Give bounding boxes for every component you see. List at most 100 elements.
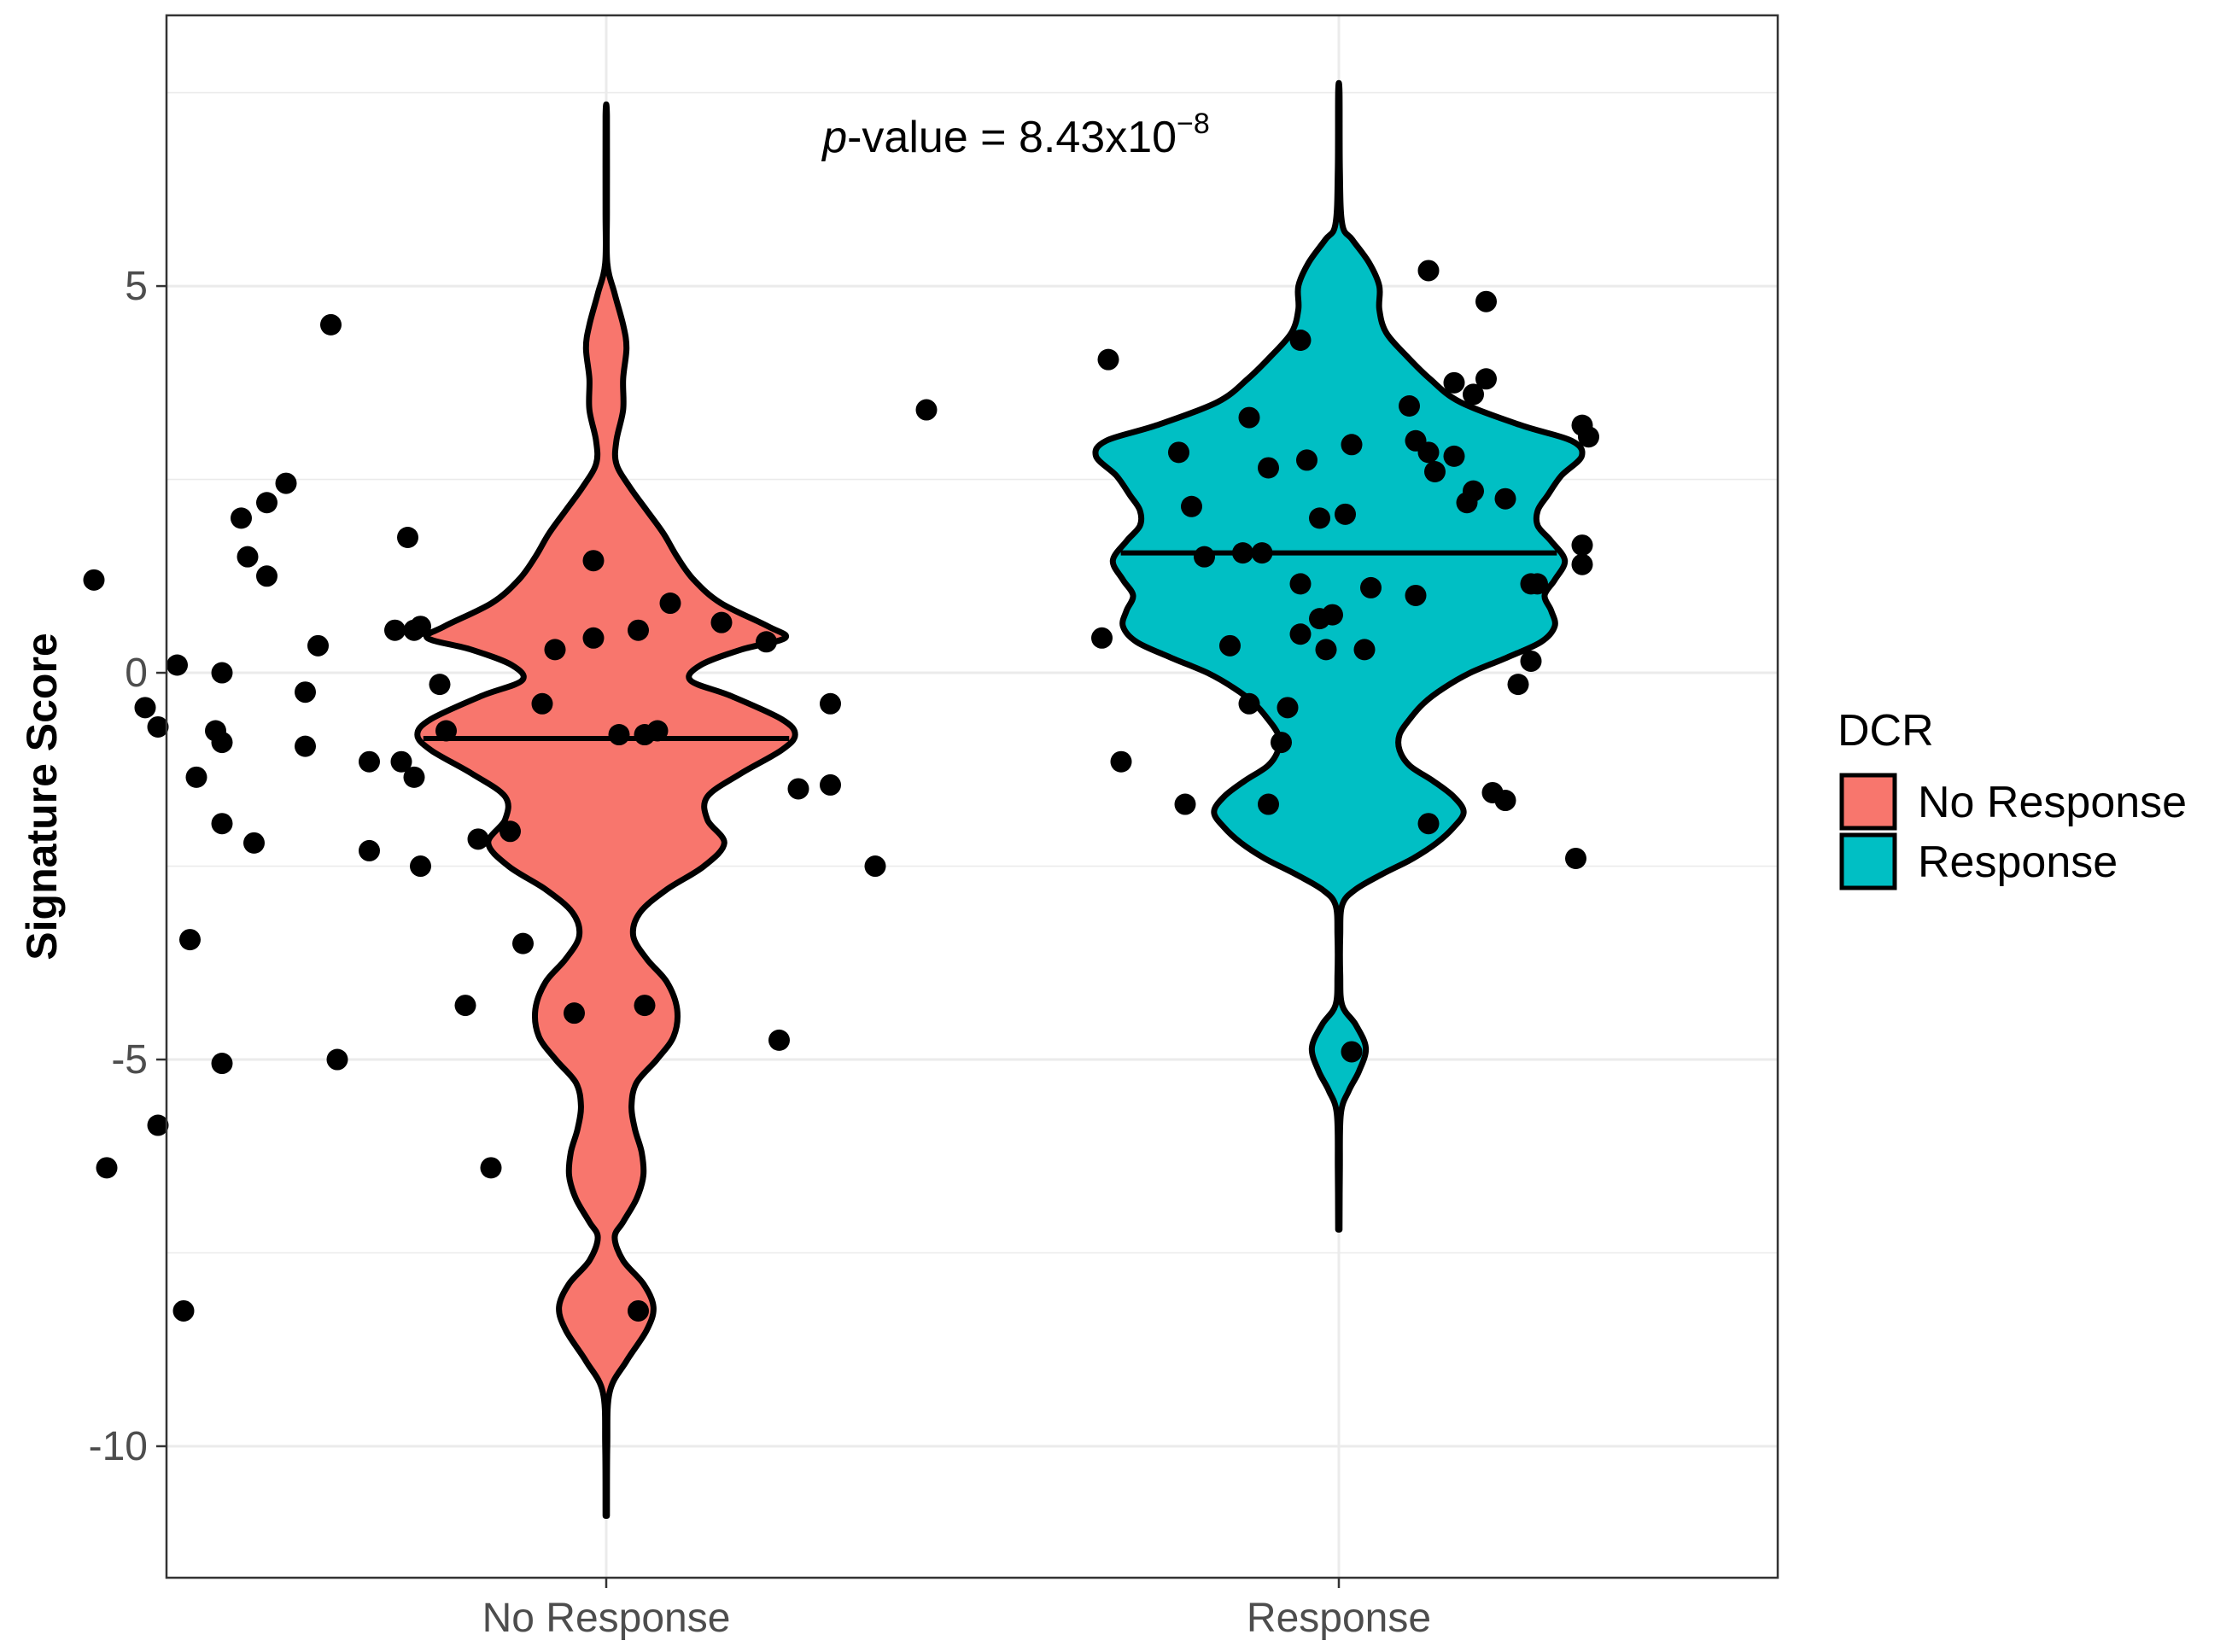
data-point bbox=[211, 662, 233, 684]
jitter-points bbox=[83, 260, 1599, 1322]
data-point bbox=[1417, 813, 1440, 835]
data-point bbox=[1091, 627, 1113, 649]
data-point bbox=[1194, 546, 1215, 568]
data-point bbox=[429, 674, 451, 696]
violin-response bbox=[1092, 79, 1586, 1233]
y-tick-label: 5 bbox=[125, 264, 148, 309]
legend-label-no-response: No Response bbox=[1918, 778, 2187, 827]
x-tick-label: No Response bbox=[482, 1596, 731, 1641]
data-point bbox=[1110, 750, 1132, 773]
data-point bbox=[1565, 847, 1586, 869]
data-point bbox=[1174, 793, 1196, 815]
y-tick-label: 0 bbox=[125, 651, 148, 696]
data-point bbox=[172, 1299, 195, 1322]
data-point bbox=[320, 313, 342, 336]
data-point bbox=[256, 565, 278, 587]
data-point bbox=[467, 828, 489, 850]
y-tick-label: -10 bbox=[89, 1424, 148, 1469]
violin-no-response bbox=[414, 101, 798, 1519]
data-point bbox=[454, 995, 476, 1017]
data-point bbox=[1353, 639, 1376, 661]
data-point bbox=[1238, 406, 1260, 429]
data-point bbox=[83, 569, 105, 591]
data-point bbox=[500, 820, 521, 843]
violins bbox=[414, 79, 1586, 1519]
data-point bbox=[1527, 573, 1548, 595]
data-point bbox=[544, 639, 566, 661]
p-value-text: -value = 8.43x10 bbox=[847, 113, 1177, 162]
data-point bbox=[1219, 634, 1241, 657]
data-point bbox=[1258, 793, 1279, 815]
data-point bbox=[147, 715, 169, 738]
data-point bbox=[564, 1002, 585, 1024]
data-point bbox=[646, 720, 669, 742]
data-point bbox=[185, 766, 207, 788]
data-point bbox=[1238, 692, 1260, 715]
data-point bbox=[864, 855, 886, 878]
data-point bbox=[512, 932, 534, 954]
data-point bbox=[1405, 584, 1427, 606]
data-point bbox=[1424, 461, 1446, 483]
legend-key-no-response bbox=[1839, 773, 1897, 831]
data-point bbox=[1578, 426, 1599, 448]
data-point bbox=[1335, 503, 1356, 525]
data-point bbox=[390, 750, 412, 773]
data-point bbox=[397, 527, 418, 549]
data-point bbox=[134, 697, 156, 719]
data-point bbox=[1417, 441, 1440, 464]
p-italic: p bbox=[821, 113, 847, 162]
data-point bbox=[608, 724, 630, 746]
data-point bbox=[384, 619, 406, 641]
data-point bbox=[1399, 395, 1420, 417]
data-point bbox=[231, 507, 252, 529]
data-point bbox=[1322, 604, 1343, 626]
panel-border bbox=[165, 14, 1779, 1579]
data-point bbox=[435, 720, 457, 742]
data-point bbox=[1289, 623, 1312, 645]
data-point bbox=[295, 681, 316, 703]
p-value-annotation: p-value = 8.43x10−8 bbox=[821, 108, 1210, 162]
data-point bbox=[710, 611, 733, 633]
data-point bbox=[211, 732, 233, 754]
p-value-exponent: −8 bbox=[1177, 108, 1210, 140]
data-point bbox=[1289, 329, 1312, 351]
data-point bbox=[1097, 348, 1119, 371]
data-point bbox=[1341, 1041, 1363, 1063]
data-point bbox=[359, 839, 380, 861]
data-point bbox=[1181, 495, 1202, 517]
data-point bbox=[1571, 553, 1593, 575]
data-point bbox=[1507, 674, 1529, 696]
data-point bbox=[1271, 732, 1292, 754]
grid-lines bbox=[167, 15, 1778, 1578]
data-point bbox=[1341, 434, 1363, 456]
data-point bbox=[1251, 542, 1273, 564]
data-point bbox=[1168, 441, 1189, 464]
data-point bbox=[256, 492, 278, 514]
data-point bbox=[410, 855, 431, 878]
data-point bbox=[582, 627, 605, 649]
legend: DCR No Response Response bbox=[1837, 706, 2187, 890]
x-tick-label: Response bbox=[1247, 1596, 1431, 1641]
data-point bbox=[768, 1029, 790, 1051]
data-point bbox=[531, 692, 553, 715]
data-point bbox=[211, 813, 233, 835]
data-point bbox=[1463, 480, 1484, 502]
data-point bbox=[756, 631, 777, 653]
data-point bbox=[179, 929, 201, 951]
data-point bbox=[820, 692, 841, 715]
data-point bbox=[582, 550, 605, 572]
data-point bbox=[634, 995, 656, 1017]
panel-background bbox=[167, 15, 1778, 1578]
data-point bbox=[1417, 260, 1440, 282]
y-tick-label: -5 bbox=[111, 1037, 148, 1083]
data-point bbox=[1475, 368, 1497, 390]
data-point bbox=[1443, 445, 1465, 467]
data-point bbox=[403, 766, 425, 788]
data-point bbox=[1571, 534, 1593, 557]
data-point bbox=[628, 619, 649, 641]
data-point bbox=[1277, 697, 1299, 719]
legend-title: DCR bbox=[1837, 706, 1934, 756]
data-point bbox=[787, 778, 809, 800]
data-point bbox=[915, 399, 938, 421]
